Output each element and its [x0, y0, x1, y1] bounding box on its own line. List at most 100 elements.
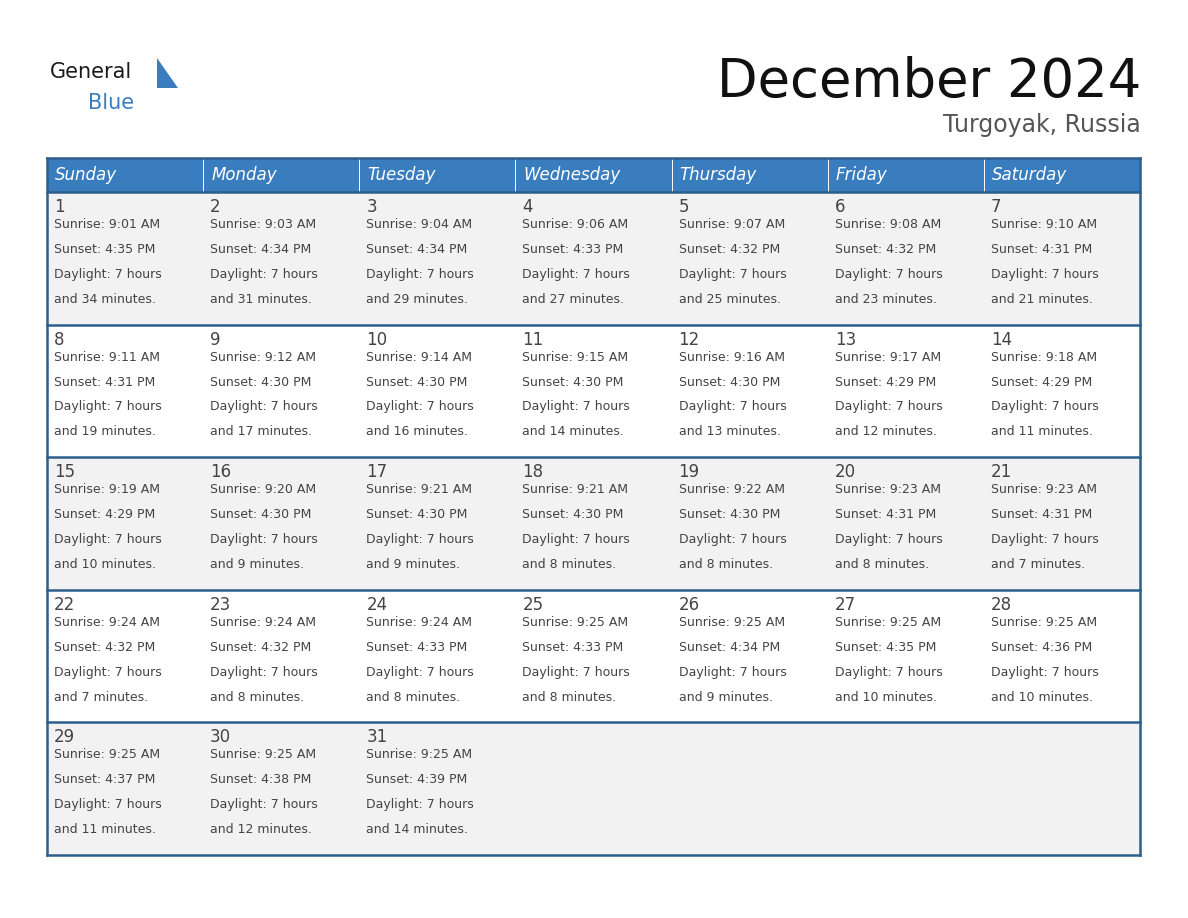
Text: 24: 24	[366, 596, 387, 614]
Text: and 23 minutes.: and 23 minutes.	[835, 293, 936, 306]
Bar	[48, 457, 1140, 589]
Text: and 14 minutes.: and 14 minutes.	[366, 823, 468, 836]
Text: Daylight: 7 hours: Daylight: 7 hours	[835, 400, 942, 413]
Text: Sunset: 4:30 PM: Sunset: 4:30 PM	[210, 375, 311, 388]
Text: Sunrise: 9:19 AM: Sunrise: 9:19 AM	[53, 483, 160, 497]
Text: and 27 minutes.: and 27 minutes.	[523, 293, 625, 306]
Text: Sunrise: 9:20 AM: Sunrise: 9:20 AM	[210, 483, 316, 497]
Text: Sunset: 4:32 PM: Sunset: 4:32 PM	[210, 641, 311, 654]
Text: 6: 6	[835, 198, 845, 216]
Text: 28: 28	[991, 596, 1012, 614]
Text: and 7 minutes.: and 7 minutes.	[53, 690, 148, 703]
Text: Turgoyak, Russia: Turgoyak, Russia	[943, 113, 1140, 137]
Text: Thursday: Thursday	[680, 166, 757, 184]
Text: Sunset: 4:39 PM: Sunset: 4:39 PM	[366, 773, 468, 787]
Text: Sunrise: 9:14 AM: Sunrise: 9:14 AM	[366, 351, 473, 364]
Text: 14: 14	[991, 330, 1012, 349]
Text: Daylight: 7 hours: Daylight: 7 hours	[210, 666, 318, 678]
Text: Sunset: 4:31 PM: Sunset: 4:31 PM	[53, 375, 156, 388]
Text: 5: 5	[678, 198, 689, 216]
Text: and 11 minutes.: and 11 minutes.	[53, 823, 156, 836]
Text: and 17 minutes.: and 17 minutes.	[210, 425, 312, 438]
Text: Daylight: 7 hours: Daylight: 7 hours	[991, 666, 1099, 678]
Text: and 12 minutes.: and 12 minutes.	[210, 823, 312, 836]
Bar	[48, 325, 1140, 457]
Text: 17: 17	[366, 464, 387, 481]
Text: 8: 8	[53, 330, 64, 349]
Text: Sunset: 4:35 PM: Sunset: 4:35 PM	[53, 243, 156, 256]
Text: and 8 minutes.: and 8 minutes.	[210, 690, 304, 703]
Text: 10: 10	[366, 330, 387, 349]
Text: 27: 27	[835, 596, 855, 614]
Text: Daylight: 7 hours: Daylight: 7 hours	[53, 268, 162, 281]
Text: 22: 22	[53, 596, 75, 614]
Text: 9: 9	[210, 330, 221, 349]
Text: and 10 minutes.: and 10 minutes.	[991, 690, 1093, 703]
Text: Sunrise: 9:21 AM: Sunrise: 9:21 AM	[523, 483, 628, 497]
Text: Daylight: 7 hours: Daylight: 7 hours	[678, 666, 786, 678]
Text: Daylight: 7 hours: Daylight: 7 hours	[678, 400, 786, 413]
Text: 19: 19	[678, 464, 700, 481]
Text: Daylight: 7 hours: Daylight: 7 hours	[835, 666, 942, 678]
Text: Sunrise: 9:25 AM: Sunrise: 9:25 AM	[991, 616, 1097, 629]
Text: and 9 minutes.: and 9 minutes.	[366, 558, 460, 571]
Text: Daylight: 7 hours: Daylight: 7 hours	[53, 799, 162, 812]
Text: Sunset: 4:30 PM: Sunset: 4:30 PM	[210, 508, 311, 521]
Text: Wednesday: Wednesday	[524, 166, 620, 184]
Text: Daylight: 7 hours: Daylight: 7 hours	[835, 533, 942, 546]
Text: Daylight: 7 hours: Daylight: 7 hours	[210, 799, 318, 812]
Text: and 10 minutes.: and 10 minutes.	[835, 690, 936, 703]
Text: and 7 minutes.: and 7 minutes.	[991, 558, 1085, 571]
Text: and 8 minutes.: and 8 minutes.	[835, 558, 929, 571]
Text: and 13 minutes.: and 13 minutes.	[678, 425, 781, 438]
Text: Sunrise: 9:10 AM: Sunrise: 9:10 AM	[991, 218, 1097, 231]
Text: Daylight: 7 hours: Daylight: 7 hours	[366, 400, 474, 413]
Text: Sunset: 4:38 PM: Sunset: 4:38 PM	[210, 773, 311, 787]
Text: Sunset: 4:30 PM: Sunset: 4:30 PM	[366, 508, 468, 521]
Text: Sunset: 4:32 PM: Sunset: 4:32 PM	[678, 243, 779, 256]
Text: Sunrise: 9:06 AM: Sunrise: 9:06 AM	[523, 218, 628, 231]
Text: Sunset: 4:37 PM: Sunset: 4:37 PM	[53, 773, 156, 787]
Text: Sunrise: 9:15 AM: Sunrise: 9:15 AM	[523, 351, 628, 364]
Text: Daylight: 7 hours: Daylight: 7 hours	[991, 533, 1099, 546]
Text: 16: 16	[210, 464, 232, 481]
Text: Daylight: 7 hours: Daylight: 7 hours	[53, 533, 162, 546]
Text: and 14 minutes.: and 14 minutes.	[523, 425, 625, 438]
Text: Daylight: 7 hours: Daylight: 7 hours	[523, 268, 630, 281]
Text: General: General	[50, 62, 132, 82]
Text: Daylight: 7 hours: Daylight: 7 hours	[991, 268, 1099, 281]
Text: Daylight: 7 hours: Daylight: 7 hours	[210, 533, 318, 546]
Text: 25: 25	[523, 596, 544, 614]
Text: Sunset: 4:30 PM: Sunset: 4:30 PM	[523, 375, 624, 388]
Text: Sunrise: 9:24 AM: Sunrise: 9:24 AM	[366, 616, 473, 629]
Text: and 8 minutes.: and 8 minutes.	[523, 690, 617, 703]
Text: Sunrise: 9:25 AM: Sunrise: 9:25 AM	[53, 748, 160, 761]
Text: Sunrise: 9:23 AM: Sunrise: 9:23 AM	[835, 483, 941, 497]
Text: December 2024: December 2024	[716, 56, 1140, 108]
Text: Sunrise: 9:04 AM: Sunrise: 9:04 AM	[366, 218, 473, 231]
Text: Sunday: Sunday	[55, 166, 118, 184]
Text: Sunrise: 9:21 AM: Sunrise: 9:21 AM	[366, 483, 473, 497]
Text: Tuesday: Tuesday	[367, 166, 436, 184]
Text: Monday: Monday	[211, 166, 277, 184]
Text: 18: 18	[523, 464, 544, 481]
Text: 4: 4	[523, 198, 533, 216]
Text: and 8 minutes.: and 8 minutes.	[523, 558, 617, 571]
Text: Daylight: 7 hours: Daylight: 7 hours	[678, 268, 786, 281]
Text: Sunset: 4:30 PM: Sunset: 4:30 PM	[366, 375, 468, 388]
Text: Sunrise: 9:11 AM: Sunrise: 9:11 AM	[53, 351, 160, 364]
Text: and 25 minutes.: and 25 minutes.	[678, 293, 781, 306]
Text: 3: 3	[366, 198, 377, 216]
Text: Daylight: 7 hours: Daylight: 7 hours	[523, 666, 630, 678]
Text: and 21 minutes.: and 21 minutes.	[991, 293, 1093, 306]
Text: 15: 15	[53, 464, 75, 481]
Text: and 29 minutes.: and 29 minutes.	[366, 293, 468, 306]
Bar	[984, 158, 1140, 192]
Text: Sunset: 4:35 PM: Sunset: 4:35 PM	[835, 641, 936, 654]
Text: and 12 minutes.: and 12 minutes.	[835, 425, 936, 438]
Text: Sunset: 4:34 PM: Sunset: 4:34 PM	[210, 243, 311, 256]
Text: and 19 minutes.: and 19 minutes.	[53, 425, 156, 438]
Text: 11: 11	[523, 330, 544, 349]
Text: Daylight: 7 hours: Daylight: 7 hours	[523, 533, 630, 546]
Text: Sunset: 4:31 PM: Sunset: 4:31 PM	[991, 243, 1092, 256]
